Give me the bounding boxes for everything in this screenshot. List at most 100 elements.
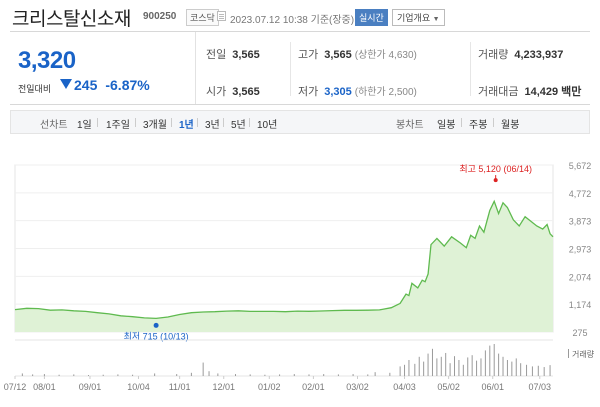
low-label: 저가 <box>298 86 319 98</box>
prev-close-label: 전일 <box>206 49 227 61</box>
y-tick-label: 2,973 <box>569 245 592 255</box>
x-tick-label: 07/03 <box>529 382 552 392</box>
volume-bar <box>154 373 156 376</box>
volume-bar <box>264 374 266 376</box>
amount-stat: 거래대금 14,429 백만 <box>478 83 581 99</box>
divider <box>290 42 291 96</box>
stock-name: 크리스탈신소재 <box>12 9 131 30</box>
volume-label: 거래량 <box>478 49 509 61</box>
volume-bar <box>190 372 192 376</box>
volume-bar <box>102 374 104 376</box>
volume-bar <box>249 374 251 376</box>
divider <box>197 118 198 127</box>
high-label: 고가 <box>298 49 319 61</box>
y-tick-label: 5,672 <box>569 161 592 171</box>
volume-bar <box>217 373 219 376</box>
divider <box>135 118 136 127</box>
volume-bar <box>418 356 420 376</box>
period-3y[interactable]: 3년 <box>205 120 220 131</box>
volume-bar <box>176 374 178 376</box>
x-tick-label: 07/12 <box>4 382 27 392</box>
period-1w[interactable]: 1주일 <box>106 120 130 131</box>
volume-bar <box>549 365 551 376</box>
y-tick-label: 3,873 <box>569 217 592 227</box>
volume-bars: 거래량 <box>15 339 595 377</box>
volume-bar <box>462 364 464 376</box>
price-summary: 3,320 전일대비 245 -6.87% 전일 3,565 시가 3,565 고가 3… <box>10 31 590 105</box>
divider <box>223 118 224 127</box>
amount-label: 거래대금 <box>478 86 519 98</box>
high-stat: 고가 3,565 (상한가 4,630) <box>298 46 417 62</box>
volume-bar <box>537 365 539 376</box>
stock-header: 크리스탈신소재 900250 코스닥 2023.07.12 10:38 기준(장… <box>0 0 600 30</box>
volume-bar <box>543 367 545 376</box>
volume-bar <box>414 363 416 376</box>
divider <box>97 118 98 127</box>
change-value: 245 <box>74 77 98 93</box>
x-tick-label: 11/01 <box>169 382 191 392</box>
period-10y[interactable]: 10년 <box>257 120 278 131</box>
chevron-down-icon: ▼ <box>432 16 440 23</box>
volume-bar <box>506 360 508 376</box>
period-3m[interactable]: 3개월 <box>143 120 167 131</box>
x-tick-label: 10/04 <box>127 382 150 392</box>
volume-bar <box>498 353 500 376</box>
company-overview-button[interactable]: 기업개요 ▼ <box>392 9 445 26</box>
max-price-label: 최고 5,120 (06/14) <box>459 164 532 174</box>
period-1d[interactable]: 1일 <box>77 120 92 131</box>
x-tick-label: 04/03 <box>393 382 416 392</box>
volume-bar <box>58 374 60 376</box>
volume-bar <box>467 357 469 376</box>
x-tick-label: 01/02 <box>258 382 281 392</box>
amount-value: 14,429 백만 <box>524 86 582 98</box>
volume-bar <box>489 345 491 376</box>
x-axis: 07/12 08/01 09/01 10/04 11/01 12/01 01/02 02/01… <box>4 376 551 392</box>
open-stat: 시가 3,565 <box>206 83 260 99</box>
line-chart-label: 선차트 <box>40 120 68 131</box>
volume-bar <box>323 374 325 376</box>
volume-bar <box>21 373 23 376</box>
volume-bar <box>493 344 495 376</box>
volume-bar <box>515 358 517 376</box>
volume-bar <box>32 374 34 376</box>
volume-bar <box>427 353 429 376</box>
chart-period-bar: 선차트 1일 1주일 3개월 1년 3년 5년 10년 봉차트 일봉 주봉 월봉 <box>10 110 590 134</box>
x-tick-label: 02/01 <box>302 382 325 392</box>
period-1y[interactable]: 1년 <box>179 120 194 131</box>
x-tick-label: 03/02 <box>346 382 369 392</box>
timestamp: 2023.07.12 10:38 기준(장중) <box>230 15 355 26</box>
divider <box>470 42 471 96</box>
volume-bar <box>454 356 456 376</box>
volume-bar <box>431 348 433 376</box>
volume-stat: 거래량 4,233,937 <box>478 46 563 62</box>
volume-bar <box>484 350 486 376</box>
x-tick-label: 06/01 <box>481 382 504 392</box>
change-label: 전일대비 <box>18 84 52 94</box>
period-5y[interactable]: 5년 <box>231 120 246 131</box>
change-percent: -6.87% <box>105 77 150 93</box>
divider <box>493 118 494 127</box>
volume-bar <box>293 374 295 376</box>
y-tick-label: 275 <box>572 328 587 338</box>
open-label: 시가 <box>206 86 227 98</box>
change-row: 245 -6.87% <box>60 77 150 93</box>
candle-weekly[interactable]: 주봉 <box>469 120 488 131</box>
volume-bar <box>399 366 401 376</box>
volume-bar <box>458 360 460 376</box>
realtime-button[interactable]: 실시간 <box>355 9 388 26</box>
volume-bar <box>423 361 425 376</box>
volume-bar <box>511 361 513 376</box>
y-tick-label: 2,074 <box>569 272 592 282</box>
max-marker <box>493 178 498 183</box>
min-price-label: 최저 715 (10/13) <box>124 331 189 341</box>
divider <box>171 118 172 127</box>
price-chart[interactable]: 5,672 4,772 3,873 2,973 2,074 1,174 275 최고 5,1… <box>0 145 600 407</box>
volume-bar <box>502 356 504 376</box>
candle-daily[interactable]: 일봉 <box>437 120 456 131</box>
volume-bar <box>234 374 236 376</box>
volume-bar <box>208 371 210 376</box>
divider <box>249 118 250 127</box>
candle-monthly[interactable]: 월봉 <box>501 120 520 131</box>
volume-bar <box>480 358 482 376</box>
price-chart-svg: 5,672 4,772 3,873 2,973 2,074 1,174 275 최고 5,1… <box>4 161 595 392</box>
